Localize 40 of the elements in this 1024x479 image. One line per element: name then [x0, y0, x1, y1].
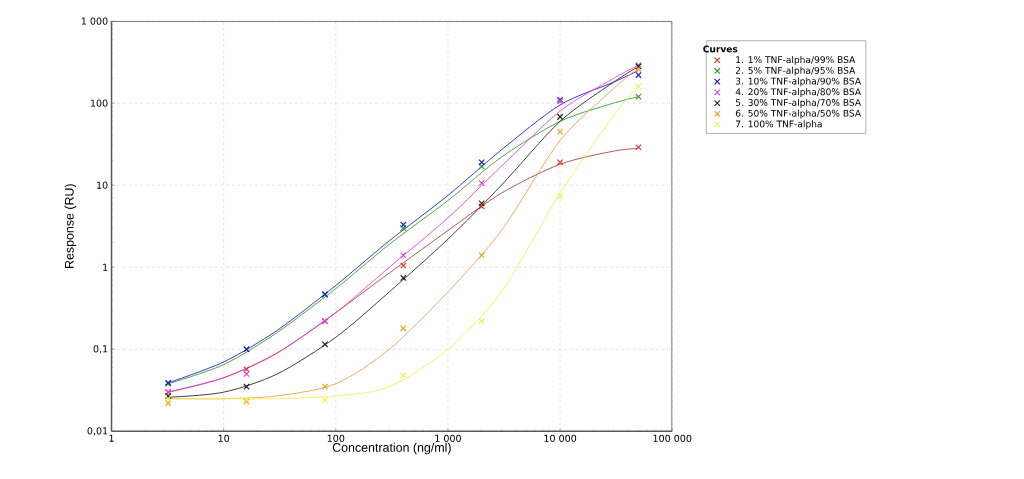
point	[400, 251, 407, 259]
point	[321, 383, 329, 390]
x-tick-label: 100 000	[653, 434, 692, 442]
legend-label: 4. 20% TNF-alpha/80% BSA	[735, 88, 861, 97]
point	[321, 340, 329, 348]
y-tick-label: 0,1	[93, 345, 108, 354]
point	[635, 82, 642, 90]
y-tick-label: 1	[103, 263, 108, 271]
x-tick-label: 1	[109, 434, 114, 442]
x-tick-label: 100	[327, 434, 345, 442]
legend-label: 2. 5% TNF-alpha/95% BSA	[735, 66, 856, 76]
point	[478, 179, 485, 187]
y-tick-label: 100	[90, 99, 108, 107]
legend-label: 5. 30% TNF-alpha/70% BSA	[735, 98, 861, 108]
point	[556, 158, 564, 166]
x-axis-title: Concentration (ng/ml)	[332, 442, 451, 455]
x-tick-label: 10 000	[544, 434, 577, 442]
x-tick-label: 10	[218, 434, 230, 442]
legend-label: 1. 1% TNF-alpha/99% BSA	[736, 55, 856, 65]
legend-label: 3. 10% TNF-alpha/90% BSA	[735, 77, 861, 87]
point	[635, 71, 642, 79]
point	[243, 383, 250, 390]
legend-label: 6. 50% TNF-alpha/50% BSA	[735, 109, 861, 119]
point	[635, 143, 642, 151]
point	[243, 365, 250, 373]
point	[400, 274, 407, 282]
point	[400, 372, 407, 379]
point	[556, 193, 564, 200]
y-axis-title: Response (RU)	[64, 184, 77, 268]
y-tick-label: 10	[97, 181, 108, 189]
point	[400, 262, 407, 269]
y-tick-label: 1 000	[81, 17, 108, 25]
point	[243, 370, 250, 378]
legend-title: Curves	[703, 45, 738, 53]
point	[400, 224, 407, 232]
point	[556, 128, 564, 135]
point	[478, 317, 485, 325]
y-tick-label: 0,01	[87, 427, 108, 436]
legend-label: 7. 100% TNF-alpha	[736, 120, 822, 130]
x-tick-label: 1 000	[435, 434, 461, 442]
